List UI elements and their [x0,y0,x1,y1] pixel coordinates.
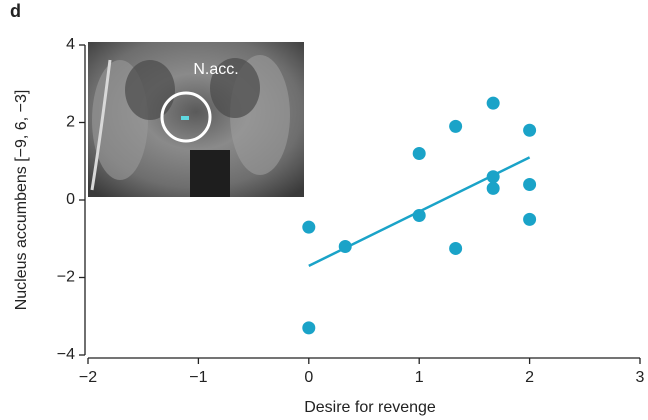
x-tick-label: 0 [304,369,313,386]
scatter-point [523,124,536,137]
x-tick-label: 3 [636,369,645,386]
fit-line [309,157,530,266]
scatter-point [487,182,500,195]
x-tick-label: −2 [79,369,97,386]
scatter-point [449,120,462,133]
y-tick-label: −4 [57,346,75,363]
inset-label: N.acc. [193,61,238,78]
y-axis-label: Nucleus accumbens [−9, 6, −3] [13,90,30,311]
x-tick-label: 2 [525,369,534,386]
x-tick-label: −1 [189,369,207,386]
x-tick-label: 1 [415,369,424,386]
x-axis-label: Desire for revenge [304,399,436,416]
scatter-point [523,178,536,191]
y-tick-label: 0 [66,191,75,208]
scatter-point [449,242,462,255]
scatter-point [487,97,500,110]
scatter-point [302,321,315,334]
y-tick-label: 2 [66,114,75,131]
scatter-point [413,147,426,160]
scatter-point [302,221,315,234]
y-tick-label: 4 [66,36,75,53]
panel-label: d [10,1,21,21]
chart: d N.acc. Desire for revenge Nucleus accu… [0,0,648,420]
y-tick-label: −2 [57,269,75,286]
scatter-point [523,213,536,226]
